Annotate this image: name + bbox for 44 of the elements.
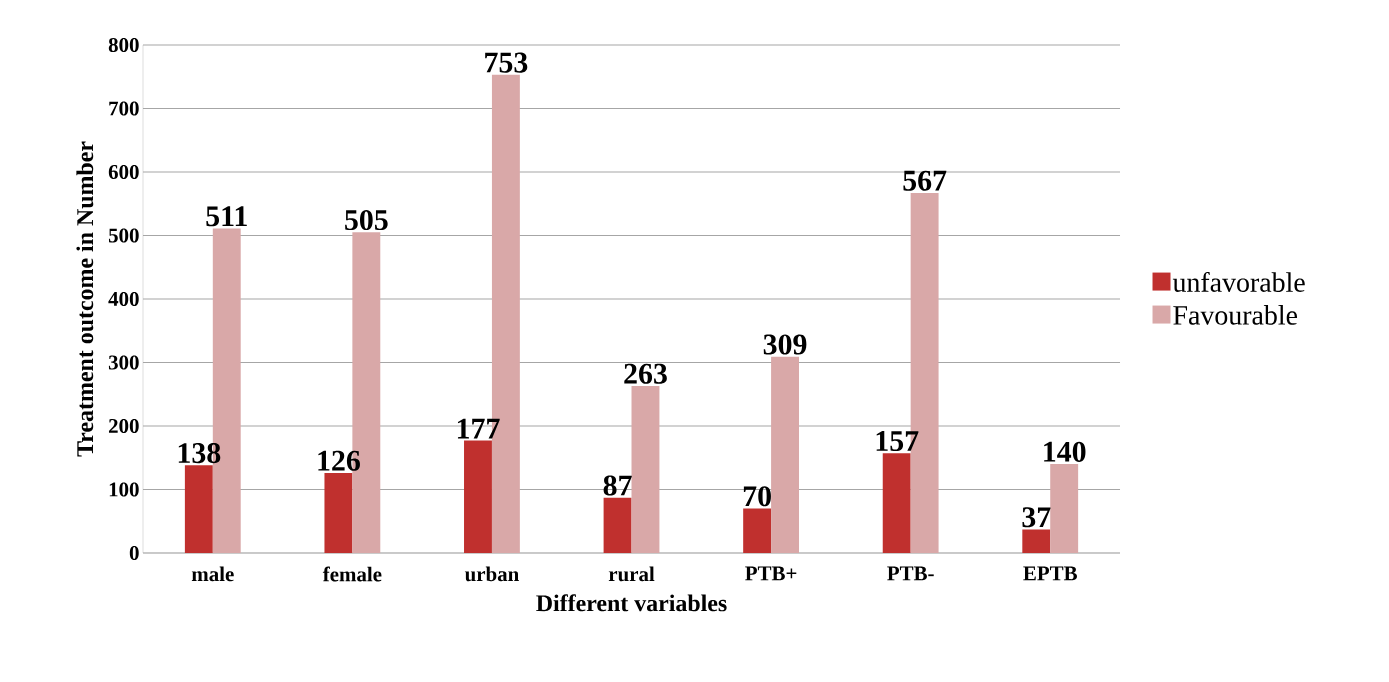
bar (324, 472, 353, 553)
data-label: 177 (457, 418, 500, 439)
x-tick-label: rural (608, 566, 655, 582)
data-label: 505 (345, 209, 388, 231)
bar (631, 385, 660, 553)
x-axis-title: Different variables (536, 594, 727, 612)
data-label: 37 (1022, 507, 1051, 528)
bar (1022, 529, 1051, 553)
y-tick-label: 200 (108, 418, 139, 434)
y-tick-label: 700 (109, 101, 139, 116)
y-tick-label: 0 (129, 545, 139, 561)
x-tick-label: female (322, 566, 382, 582)
data-label: 138 (178, 442, 221, 464)
data-label: 140 (1044, 441, 1086, 462)
x-tick-label: urban (464, 566, 519, 582)
y-tick-label: 800 (108, 37, 139, 53)
bar (771, 356, 799, 553)
x-tick-label: EPTB (1023, 566, 1077, 581)
data-label: 511 (206, 206, 247, 227)
x-tick-label: PTB- (887, 566, 934, 581)
bar (743, 508, 772, 553)
data-label: 70 (743, 486, 771, 507)
y-tick-label: 600 (108, 164, 139, 180)
data-label: 753 (485, 52, 528, 73)
bar (1050, 464, 1079, 553)
data-label: 309 (763, 334, 807, 355)
y-tick-label: 400 (108, 291, 139, 307)
bar (603, 497, 632, 553)
data-label: 263 (624, 363, 667, 384)
data-label: 126 (318, 450, 360, 471)
legend-label: unfavorable (1172, 272, 1305, 292)
x-tick-label: male (191, 566, 234, 582)
y-axis-title: Treatment outcome in Number (76, 141, 94, 457)
bar (882, 453, 911, 553)
y-tick-label: 100 (109, 482, 139, 497)
bar (184, 465, 213, 553)
x-tick-label: PTB+ (745, 566, 797, 581)
y-tick-label: 300 (108, 355, 139, 370)
data-label: 157 (876, 431, 919, 452)
y-tick-label: 500 (108, 228, 139, 243)
bar (464, 440, 492, 553)
legend-label: Favourable (1173, 305, 1298, 325)
data-label: 567 (903, 170, 947, 191)
data-label: 87 (603, 475, 632, 496)
